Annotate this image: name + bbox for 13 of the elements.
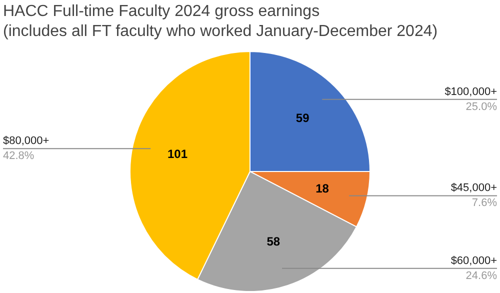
text: 7.6% — [472, 197, 498, 210]
text: 25.0% — [466, 100, 498, 113]
slice-label: $100,000+ — [444, 86, 497, 98]
slice-label: $60,000+ — [450, 254, 497, 267]
data-label: 59 — [296, 111, 310, 126]
text: 42.8% — [3, 150, 34, 162]
text: 24.6% — [466, 270, 498, 282]
slice-label: $80,000+ — [3, 135, 50, 148]
data-label: 101 — [167, 147, 188, 162]
chart-title: HACC Full-time Faculty 2024 gross earnings (includes all FT faculty who worked January-December 2024) — [3, 2, 438, 42]
slice-label: $45,000+ — [450, 182, 497, 194]
data-label: 18 — [316, 181, 330, 196]
data-label: 58 — [266, 234, 280, 248]
